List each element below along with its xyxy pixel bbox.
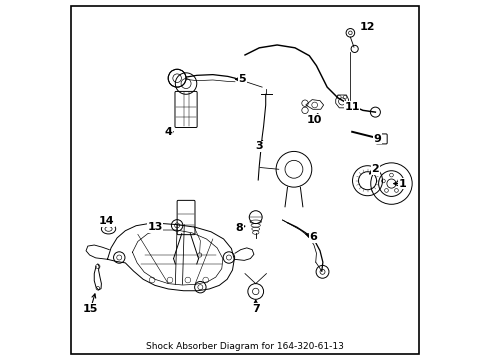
Text: 3: 3 [255,141,263,151]
Text: 4: 4 [164,127,172,137]
Text: 2: 2 [371,164,379,174]
Text: 10: 10 [306,115,321,125]
Text: 6: 6 [310,232,318,242]
Text: 8: 8 [235,223,243,233]
Text: 12: 12 [360,22,375,32]
Text: 13: 13 [147,222,163,232]
Text: 1: 1 [398,179,406,189]
Text: 15: 15 [83,303,98,314]
Text: 9: 9 [373,134,381,144]
Text: 14: 14 [98,216,114,226]
Text: 11: 11 [344,102,360,112]
Text: 7: 7 [252,303,260,314]
Text: Shock Absorber Diagram for 164-320-61-13: Shock Absorber Diagram for 164-320-61-13 [146,342,344,351]
Text: 5: 5 [239,74,246,84]
